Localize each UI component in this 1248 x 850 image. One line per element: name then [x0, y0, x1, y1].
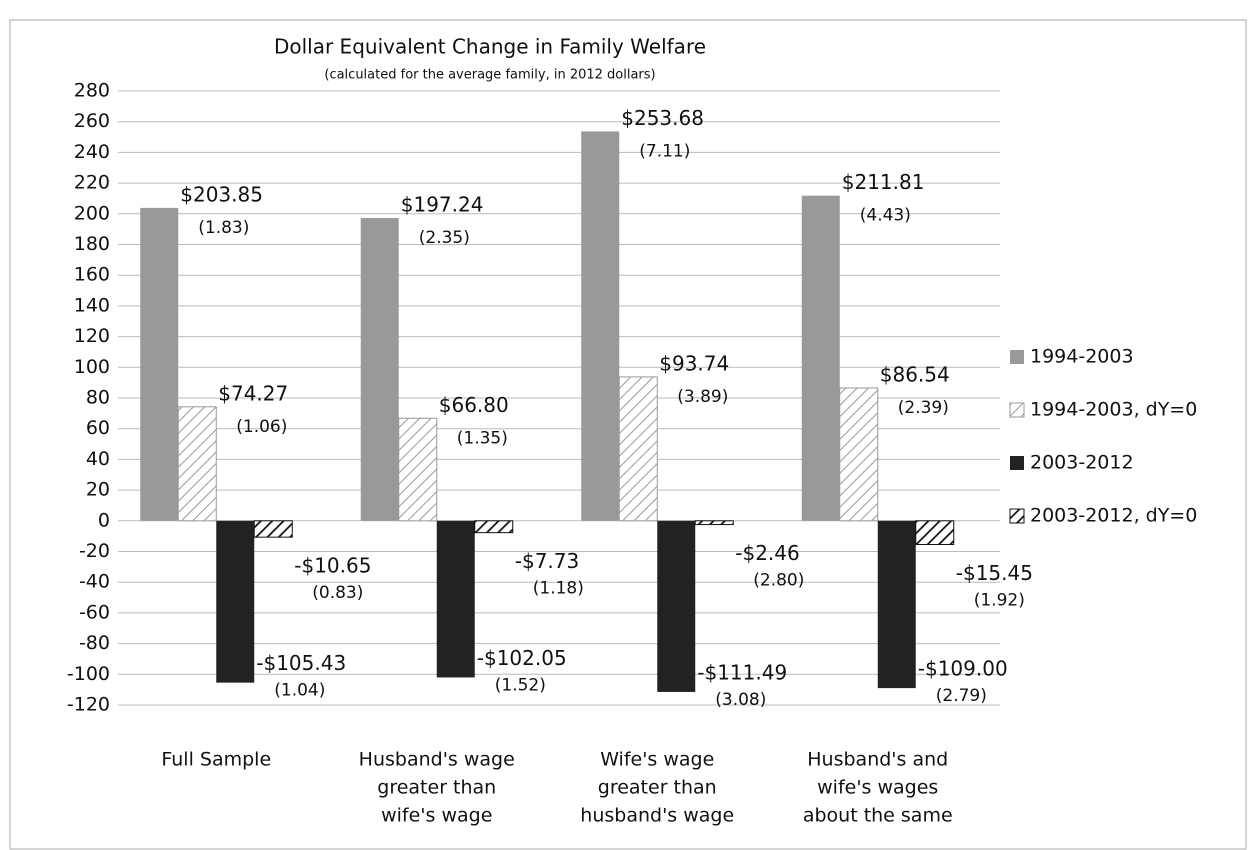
bar: [474, 520, 514, 534]
value-note: (1.35): [457, 428, 508, 448]
x-tick-label: greater than: [377, 777, 496, 799]
value-label: -$102.05: [477, 646, 567, 670]
bar: [618, 376, 658, 522]
y-tick-label: -80: [79, 632, 110, 654]
legend-swatch: [1010, 456, 1024, 470]
value-note: (1.83): [198, 218, 249, 238]
value-note: (4.43): [860, 206, 911, 226]
bar: [216, 520, 255, 683]
x-tick-label: Husband's and: [807, 749, 948, 771]
x-tick-label: greater than: [598, 777, 717, 799]
value-note: (2.35): [419, 228, 470, 248]
value-note: (3.08): [715, 690, 766, 710]
y-tick-label: 0: [98, 509, 110, 531]
legend-label: 1994-2003, dY=0: [1030, 399, 1197, 421]
y-tick-label: 240: [74, 141, 110, 163]
value-label: -$10.65: [294, 554, 371, 578]
bar: [140, 207, 179, 521]
y-tick-label: 100: [74, 356, 110, 378]
value-label: $66.80: [439, 393, 509, 417]
value-note: (2.79): [936, 686, 987, 706]
bar: [657, 520, 696, 692]
bar: [398, 417, 438, 522]
legend-swatch: [1009, 508, 1025, 524]
y-tick-label: 280: [74, 80, 110, 102]
value-label: $197.24: [401, 193, 484, 217]
bar: [694, 520, 734, 526]
x-tick-label: wife's wage: [381, 805, 492, 827]
value-note: (1.52): [495, 675, 546, 695]
y-tick-label: 200: [74, 202, 110, 224]
legend-label: 1994-2003: [1030, 346, 1134, 368]
value-note: (3.89): [677, 387, 728, 407]
value-note: (0.83): [312, 583, 363, 603]
value-label: $74.27: [218, 381, 288, 405]
y-tick-label: 120: [74, 325, 110, 347]
value-note: (1.06): [236, 417, 287, 437]
value-label: -$15.45: [956, 561, 1033, 585]
value-note: (1.04): [274, 681, 325, 701]
x-tick-label: about the same: [803, 805, 953, 827]
y-tick-label: 160: [74, 264, 110, 286]
x-tick-label: Wife's wage: [600, 749, 714, 771]
y-tick-label: 60: [86, 417, 110, 439]
bar: [801, 195, 840, 521]
x-tick-label: Full Sample: [161, 749, 271, 771]
chart-title: Dollar Equivalent Change in Family Welfa…: [274, 35, 706, 59]
chart-subtitle: (calculated for the average family, in 2…: [324, 68, 655, 83]
bar: [436, 520, 475, 678]
bar: [581, 131, 620, 521]
chart-frame: [9, 19, 1247, 850]
y-tick-label: -20: [79, 540, 110, 562]
legend-swatch: [1009, 402, 1025, 418]
value-label: -$105.43: [256, 651, 346, 675]
value-label: -$111.49: [697, 660, 787, 684]
value-label: $86.54: [880, 362, 950, 386]
value-label: $211.81: [842, 170, 925, 194]
y-tick-label: 140: [74, 294, 110, 316]
value-note: (2.39): [898, 398, 949, 418]
x-tick-label: wife's wages: [817, 777, 938, 799]
x-tick-label: husband's wage: [580, 805, 734, 827]
value-note: (7.11): [639, 141, 690, 161]
x-tick-label: Husband's wage: [359, 749, 515, 771]
y-tick-label: -120: [67, 694, 110, 716]
y-tick-label: 40: [86, 448, 110, 470]
y-tick-label: -60: [79, 601, 110, 623]
y-tick-label: 220: [74, 172, 110, 194]
y-tick-label: -40: [79, 571, 110, 593]
bar: [839, 387, 879, 522]
y-tick-label: 80: [86, 387, 110, 409]
value-note: (1.18): [533, 579, 584, 599]
bar: [360, 218, 399, 521]
value-label: -$2.46: [735, 541, 799, 565]
y-tick-label: 20: [86, 479, 110, 501]
value-label: $253.68: [621, 106, 704, 130]
value-label: $203.85: [180, 182, 263, 206]
y-tick-label: -100: [67, 663, 110, 685]
value-note: (1.92): [974, 591, 1025, 611]
legend-label: 2003-2012: [1030, 452, 1134, 474]
bar: [915, 520, 955, 546]
value-label: $93.74: [659, 351, 729, 375]
y-tick-label: 260: [74, 110, 110, 132]
y-tick-label: 180: [74, 233, 110, 255]
bar: [253, 520, 293, 538]
bar: [877, 520, 916, 689]
legend-label: 2003-2012, dY=0: [1030, 505, 1197, 527]
value-label: -$7.73: [515, 549, 579, 573]
bar: [177, 406, 217, 522]
value-label: -$109.00: [918, 657, 1008, 681]
legend-swatch: [1010, 350, 1024, 364]
value-note: (2.80): [753, 571, 804, 591]
